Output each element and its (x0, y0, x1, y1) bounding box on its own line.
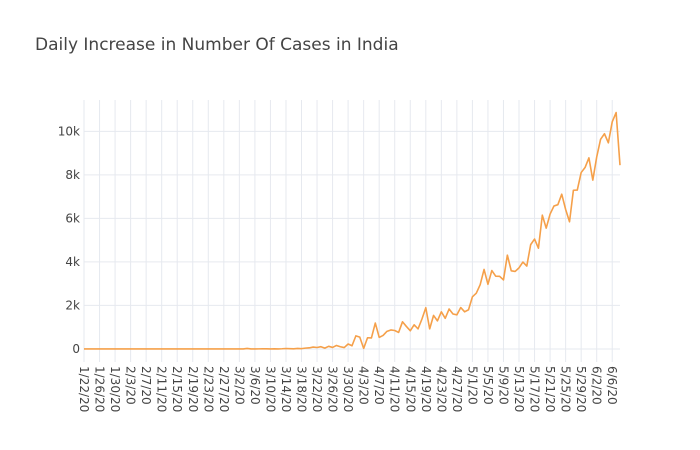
x-tick-label: 2/27/20 (217, 366, 231, 412)
x-tick-label: 1/30/20 (108, 366, 122, 412)
x-tick-label: 3/6/20 (248, 366, 262, 405)
y-tick-label: 4k (65, 255, 80, 269)
x-tick-label: 2/7/20 (139, 366, 153, 405)
x-tick-label: 3/2/20 (232, 366, 246, 405)
y-tick-label: 6k (65, 211, 80, 225)
x-tick-label: 3/14/20 (279, 366, 293, 412)
x-tick-label: 5/29/20 (574, 366, 588, 412)
x-tick-label: 5/5/20 (481, 366, 495, 405)
x-tick-label: 2/15/20 (170, 366, 184, 412)
x-tick-label: 5/1/20 (465, 366, 479, 405)
y-tick-label: 10k (58, 124, 80, 138)
x-tick-label: 4/11/20 (388, 366, 402, 412)
x-tick-label: 4/19/20 (419, 366, 433, 412)
x-tick-label: 3/26/20 (326, 366, 340, 412)
x-tick-label: 4/27/20 (450, 366, 464, 412)
x-tick-label: 4/23/20 (434, 366, 448, 412)
line (84, 111, 621, 350)
x-tick-label: 3/22/20 (310, 366, 324, 412)
x-tick-label: 2/23/20 (201, 366, 215, 412)
x-tick-label: 5/17/20 (528, 366, 542, 412)
x-tick-label: 4/15/20 (403, 366, 417, 412)
y-tick-label: 2k (65, 298, 80, 312)
x-tick-label: 4/3/20 (357, 366, 371, 405)
chart-title: Daily Increase in Number Of Cases in Ind… (35, 35, 399, 55)
x-tick-label: 6/6/20 (605, 366, 619, 405)
x-tick-label: 5/13/20 (512, 366, 526, 412)
x-tick-label: 3/10/20 (263, 366, 277, 412)
x-tick-label: 6/2/20 (590, 366, 604, 405)
y-tick-label: 8k (65, 168, 80, 182)
x-tick-label: 2/19/20 (186, 366, 200, 412)
x-tick-label: 5/9/20 (496, 366, 510, 405)
x-tick-label: 4/7/20 (372, 366, 386, 405)
x-tick-label: 5/21/20 (543, 366, 557, 412)
x-tick-label: 2/11/20 (155, 366, 169, 412)
x-tick-label: 1/22/20 (77, 366, 91, 412)
x-tick-label: 2/3/20 (124, 366, 138, 405)
x-tick-label: 3/30/20 (341, 366, 355, 412)
y-tick-label: 0 (72, 342, 80, 356)
x-tick-label: 5/25/20 (559, 366, 573, 412)
x-tick-label: 3/18/20 (295, 366, 309, 412)
x-tick-label: 1/26/20 (93, 366, 107, 412)
